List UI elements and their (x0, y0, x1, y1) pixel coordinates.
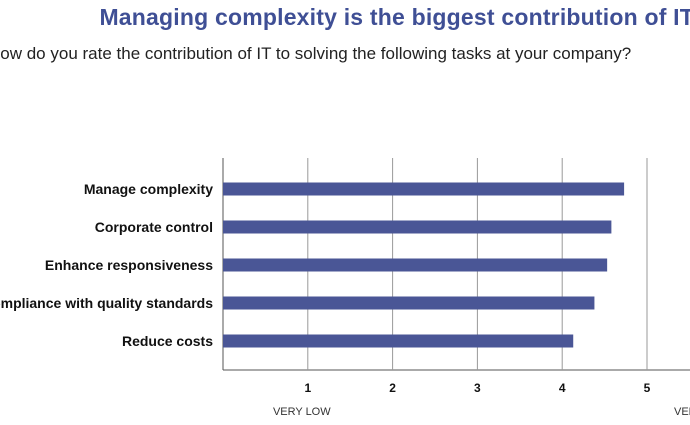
category-label: Corporate control (95, 219, 213, 235)
scale-high-label: VERY HIGH (674, 406, 690, 418)
chart-title: Managing complexity is the biggest contr… (99, 4, 690, 30)
x-tick-label: 4 (559, 381, 566, 395)
category-label: Compliance with quality standards (0, 295, 213, 311)
bar (223, 220, 612, 234)
x-tick-label: 1 (304, 381, 311, 395)
bar (223, 182, 625, 196)
bar (223, 334, 574, 348)
chart-subtitle: How do you rate the contribution of IT t… (0, 44, 632, 63)
category-label: Manage complexity (84, 181, 213, 197)
scale-low-label: VERY LOW (273, 406, 331, 418)
bar (223, 296, 595, 310)
bar (223, 258, 608, 272)
x-tick-label: 3 (474, 381, 481, 395)
category-label: Reduce costs (122, 333, 213, 349)
x-tick-label: 2 (389, 381, 396, 395)
category-label: Enhance responsiveness (45, 257, 213, 273)
x-tick-label: 5 (644, 381, 651, 395)
